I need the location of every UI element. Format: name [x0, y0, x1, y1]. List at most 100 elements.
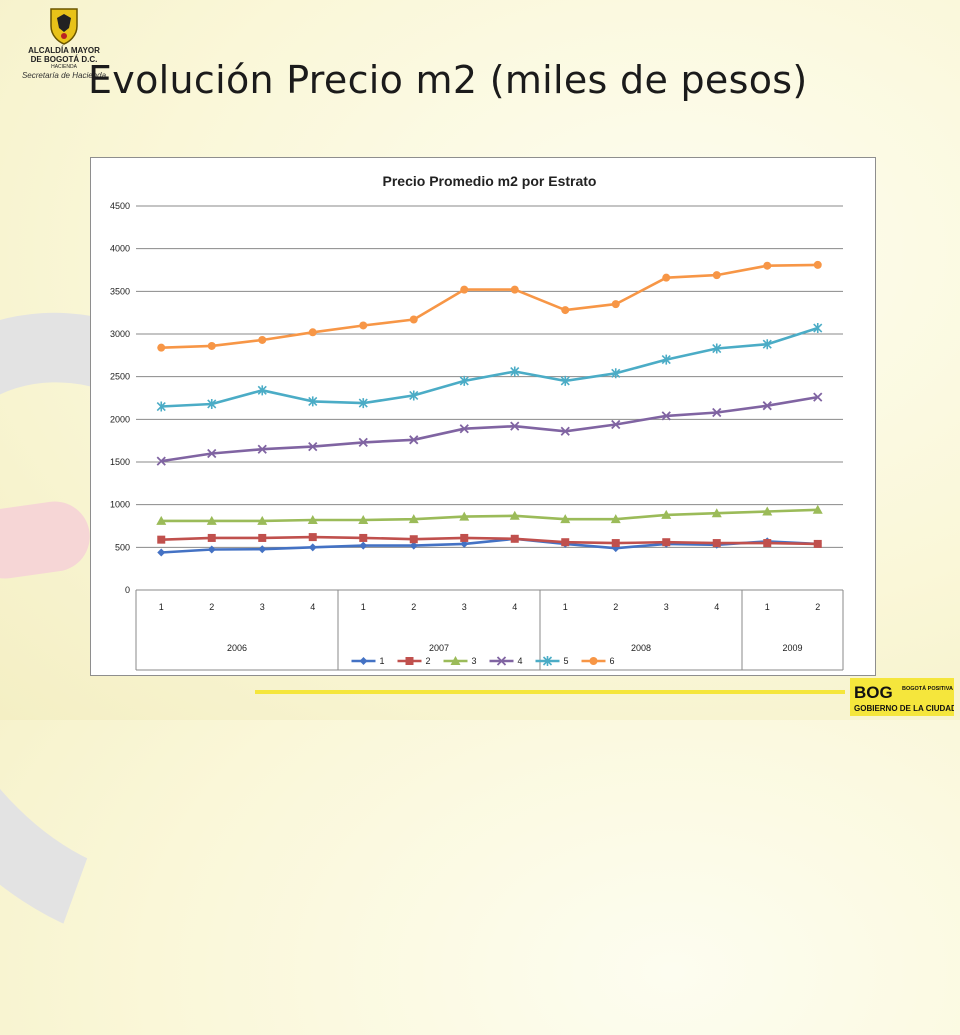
series-2-point — [409, 535, 418, 544]
series-2-point — [611, 539, 620, 548]
series-1-point — [207, 545, 216, 554]
series-4-point — [207, 448, 217, 459]
legend-2-label: 2 — [426, 656, 431, 666]
series-6-point — [611, 300, 620, 309]
x-tick-label: 4 — [714, 602, 719, 612]
series-6-point — [409, 315, 418, 324]
series-2-point — [157, 535, 166, 544]
series-1-point — [611, 544, 620, 553]
series-2-point — [561, 538, 570, 547]
series-2-point — [662, 538, 671, 547]
x-tick-label: 2 — [411, 602, 416, 612]
x-tick-label: 1 — [563, 602, 568, 612]
series-4-point — [510, 421, 520, 431]
series-3-point — [560, 514, 571, 524]
series-5-point — [308, 396, 318, 407]
chart-title: Precio Promedio m2 por Estrato — [383, 173, 597, 189]
legend-6-marker — [589, 657, 598, 665]
x-tick-label: 2 — [815, 602, 820, 612]
series-4-point — [409, 435, 419, 445]
y-tick-label: 4000 — [110, 244, 130, 254]
series-3-line — [161, 508, 818, 523]
series-5-point — [560, 375, 570, 386]
page-title: Evolución Precio m2 (miles de pesos) — [88, 58, 808, 102]
series-5-point — [712, 343, 722, 354]
series-6-point — [561, 306, 570, 315]
chart-frame: Precio Promedio m2 por Estrato 0 500 1000 15… — [90, 157, 876, 676]
logo-tag: GOBIERNO DE LA CIUDAD — [854, 704, 954, 713]
seal-line-1: ALCALDÍA MAYOR — [28, 46, 100, 55]
series-6-point — [510, 285, 519, 294]
series-3-point — [812, 504, 823, 514]
series-5-point — [358, 398, 368, 409]
series-5-point — [257, 385, 267, 396]
series-5-point — [762, 339, 772, 350]
bogota-positiva-logo: BOG BOGOTÁ POSITIVA GOBIERNO DE LA CIUDA… — [850, 678, 954, 716]
x-group-label: 2006 — [227, 643, 247, 653]
series-3-point — [459, 511, 470, 521]
series-4-point — [308, 442, 318, 452]
x-group-label: 2007 — [429, 643, 449, 653]
series-3-point — [206, 515, 217, 525]
series-3-point — [610, 514, 621, 524]
y-tick-label: 2000 — [110, 414, 130, 424]
x-tick-label: 2 — [209, 602, 214, 612]
institution-seal: ALCALDÍA MAYOR DE BOGOTÁ D.C. HACIENDA S… — [8, 6, 120, 92]
series-6-point — [662, 273, 671, 282]
seal-line-4: Secretaría de Hacienda — [21, 71, 107, 80]
series-3-point — [408, 514, 419, 524]
legend-6-label: 6 — [610, 656, 615, 666]
logo-mark: BOG — [854, 683, 893, 702]
series-3-point — [358, 515, 369, 525]
seal-line-2: DE BOGOTÁ D.C. — [30, 55, 98, 64]
series-5-point — [661, 354, 671, 365]
x-tick-label: 4 — [512, 602, 517, 612]
series-1-point — [409, 541, 418, 550]
series-4-point — [459, 424, 469, 434]
x-group-label: 2008 — [631, 643, 651, 653]
series-6-point — [258, 335, 267, 344]
x-tick-label: 3 — [260, 602, 265, 612]
series-5-point — [611, 368, 621, 379]
series-1-point — [308, 543, 317, 552]
legend-4-label: 4 — [518, 656, 523, 666]
x-tick-label: 4 — [310, 602, 315, 612]
y-tick-label: 4500 — [110, 201, 130, 211]
series-6-line — [161, 263, 818, 349]
legend-1-marker — [359, 657, 368, 665]
legend-3-label: 3 — [472, 656, 477, 666]
series-3-point — [307, 515, 318, 525]
legend-3-marker — [450, 656, 461, 665]
series-6-point — [460, 285, 469, 294]
line-chart: Precio Promedio m2 por Estrato0500100015… — [110, 173, 844, 671]
legend-5-label: 5 — [564, 656, 569, 666]
decorative-underline — [255, 690, 845, 694]
series-3-point — [762, 506, 773, 516]
series-6-point — [308, 328, 317, 337]
series-2-point — [460, 533, 469, 542]
y-tick-label: 500 — [115, 542, 130, 552]
x-tick-label: 1 — [765, 602, 770, 612]
x-tick-label: 2 — [613, 602, 618, 612]
series-4-point — [257, 444, 267, 454]
series-3-point — [257, 515, 268, 525]
series-6-point — [157, 343, 166, 352]
logo-side: BOGOTÁ POSITIVA — [902, 685, 953, 692]
seal-line-3: HACIENDA — [51, 64, 77, 70]
series-4-point — [560, 426, 570, 436]
y-tick-label: 3500 — [110, 286, 130, 296]
series-5-point — [510, 366, 520, 377]
series-2-point — [813, 539, 822, 548]
series-1-point — [359, 541, 368, 550]
x-tick-label: 3 — [462, 602, 467, 612]
y-tick-label: 1500 — [110, 457, 130, 467]
series-1-point — [157, 548, 166, 557]
y-tick-label: 3000 — [110, 329, 130, 339]
series-5-point — [156, 401, 166, 412]
series-4-point — [712, 407, 722, 418]
series-2-line — [161, 535, 818, 546]
series-5-line — [161, 326, 819, 408]
x-tick-label: 3 — [664, 602, 669, 612]
series-4-point — [661, 411, 671, 421]
series-5-point — [409, 390, 419, 401]
